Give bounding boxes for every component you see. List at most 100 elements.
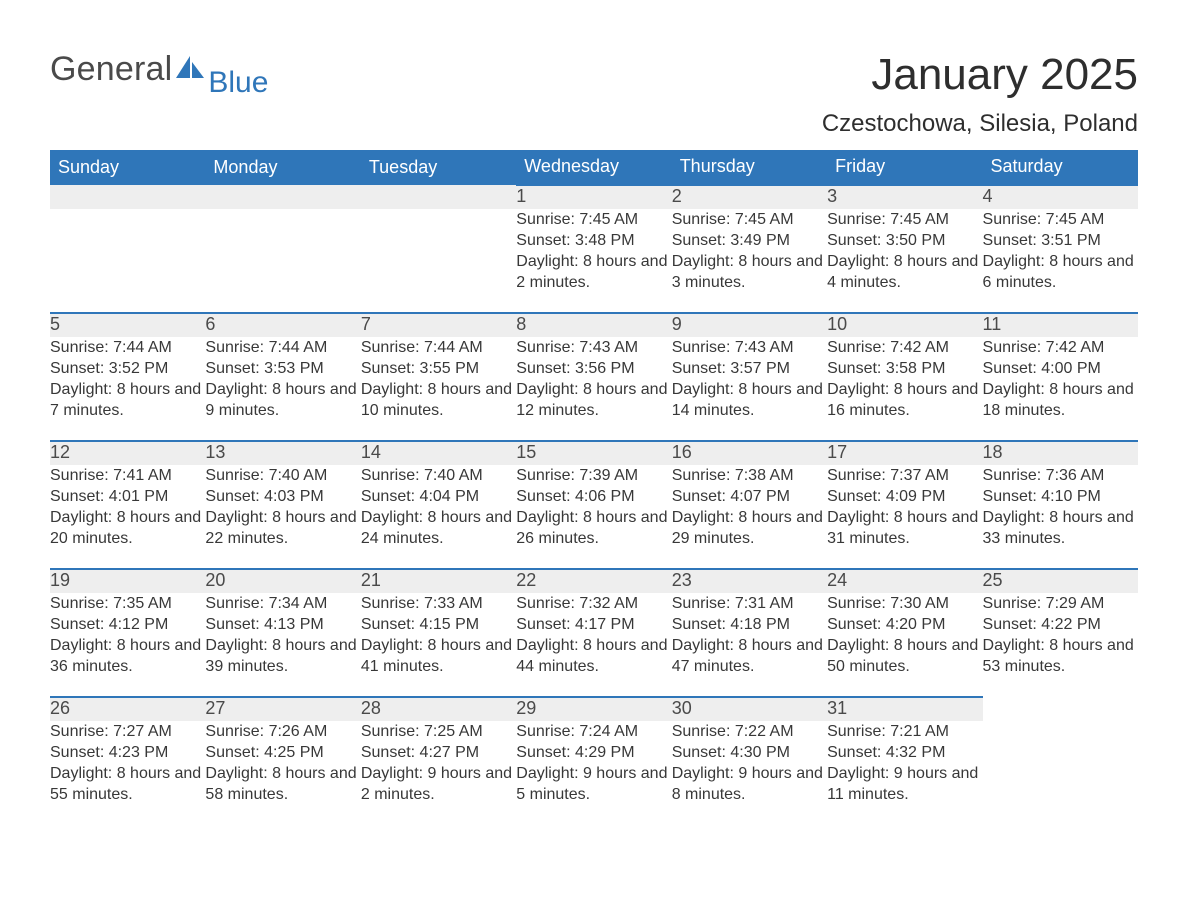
day-content-cell: Sunrise: 7:37 AMSunset: 4:09 PMDaylight:… [827, 465, 982, 569]
day-content-cell: Sunrise: 7:34 AMSunset: 4:13 PMDaylight:… [205, 593, 360, 697]
day-number-cell: 29 [516, 697, 671, 721]
sunrise-line: Sunrise: 7:26 AM [205, 721, 360, 742]
daylight-line: Daylight: 8 hours and 50 minutes. [827, 635, 982, 677]
day-content-cell: Sunrise: 7:25 AMSunset: 4:27 PMDaylight:… [361, 721, 516, 825]
sunrise-line: Sunrise: 7:33 AM [361, 593, 516, 614]
day-content-cell: Sunrise: 7:32 AMSunset: 4:17 PMDaylight:… [516, 593, 671, 697]
day-number-cell: 9 [672, 313, 827, 337]
sunset-line: Sunset: 3:50 PM [827, 230, 982, 251]
day-content-cell: Sunrise: 7:35 AMSunset: 4:12 PMDaylight:… [50, 593, 205, 697]
calendar-page: General Blue January 2025 Czestochowa, S… [0, 0, 1188, 855]
day-content-cell: Sunrise: 7:45 AMSunset: 3:48 PMDaylight:… [516, 209, 671, 313]
sunrise-line: Sunrise: 7:40 AM [361, 465, 516, 486]
day-content-cell: Sunrise: 7:45 AMSunset: 3:49 PMDaylight:… [672, 209, 827, 313]
sunset-line: Sunset: 3:52 PM [50, 358, 205, 379]
day-content-cell: Sunrise: 7:44 AMSunset: 3:55 PMDaylight:… [361, 337, 516, 441]
sunset-line: Sunset: 4:06 PM [516, 486, 671, 507]
day-content-cell: Sunrise: 7:29 AMSunset: 4:22 PMDaylight:… [983, 593, 1138, 697]
weekday-header: Thursday [672, 150, 827, 185]
day-content-cell [983, 721, 1138, 825]
daylight-line: Daylight: 8 hours and 9 minutes. [205, 379, 360, 421]
page-header: General Blue January 2025 Czestochowa, S… [50, 50, 1138, 138]
day-number-cell: 22 [516, 569, 671, 593]
day-number-row: 1234 [50, 185, 1138, 209]
sunset-line: Sunset: 4:20 PM [827, 614, 982, 635]
sail-icon [176, 56, 206, 83]
daylight-line: Daylight: 8 hours and 33 minutes. [983, 507, 1138, 549]
sunrise-line: Sunrise: 7:45 AM [827, 209, 982, 230]
sunset-line: Sunset: 4:29 PM [516, 742, 671, 763]
day-number-cell: 11 [983, 313, 1138, 337]
weekday-header: Tuesday [361, 150, 516, 185]
sunrise-line: Sunrise: 7:44 AM [205, 337, 360, 358]
day-number-cell: 7 [361, 313, 516, 337]
sunset-line: Sunset: 4:13 PM [205, 614, 360, 635]
daylight-line: Daylight: 8 hours and 55 minutes. [50, 763, 205, 805]
day-number-cell: 31 [827, 697, 982, 721]
day-number-cell: 26 [50, 697, 205, 721]
title-block: January 2025 Czestochowa, Silesia, Polan… [822, 50, 1138, 138]
day-number-cell [50, 185, 205, 209]
sunset-line: Sunset: 4:12 PM [50, 614, 205, 635]
sunrise-line: Sunrise: 7:32 AM [516, 593, 671, 614]
day-number-cell: 4 [983, 185, 1138, 209]
day-number-cell: 15 [516, 441, 671, 465]
sunrise-line: Sunrise: 7:45 AM [672, 209, 827, 230]
day-number-row: 567891011 [50, 313, 1138, 337]
sunset-line: Sunset: 4:01 PM [50, 486, 205, 507]
sunset-line: Sunset: 4:27 PM [361, 742, 516, 763]
sunrise-line: Sunrise: 7:29 AM [983, 593, 1138, 614]
day-content-cell: Sunrise: 7:44 AMSunset: 3:52 PMDaylight:… [50, 337, 205, 441]
day-content-cell [205, 209, 360, 313]
page-subtitle: Czestochowa, Silesia, Poland [822, 110, 1138, 138]
sunrise-line: Sunrise: 7:35 AM [50, 593, 205, 614]
day-number-cell: 10 [827, 313, 982, 337]
daylight-line: Daylight: 8 hours and 26 minutes. [516, 507, 671, 549]
day-content-cell [361, 209, 516, 313]
daylight-line: Daylight: 8 hours and 2 minutes. [516, 251, 671, 293]
sunset-line: Sunset: 4:17 PM [516, 614, 671, 635]
day-number-cell [983, 697, 1138, 721]
day-number-cell: 23 [672, 569, 827, 593]
weekday-header: Friday [827, 150, 982, 185]
day-content-cell: Sunrise: 7:41 AMSunset: 4:01 PMDaylight:… [50, 465, 205, 569]
daylight-line: Daylight: 8 hours and 24 minutes. [361, 507, 516, 549]
brand-logo: General Blue [50, 50, 268, 89]
daylight-line: Daylight: 8 hours and 14 minutes. [672, 379, 827, 421]
day-content-cell: Sunrise: 7:40 AMSunset: 4:03 PMDaylight:… [205, 465, 360, 569]
day-number-cell: 14 [361, 441, 516, 465]
sunrise-line: Sunrise: 7:43 AM [672, 337, 827, 358]
day-content-cell: Sunrise: 7:30 AMSunset: 4:20 PMDaylight:… [827, 593, 982, 697]
daylight-line: Daylight: 9 hours and 5 minutes. [516, 763, 671, 805]
sunrise-line: Sunrise: 7:27 AM [50, 721, 205, 742]
day-number-row: 19202122232425 [50, 569, 1138, 593]
daylight-line: Daylight: 9 hours and 11 minutes. [827, 763, 982, 805]
day-number-cell: 21 [361, 569, 516, 593]
sunrise-line: Sunrise: 7:24 AM [516, 721, 671, 742]
day-content-row: Sunrise: 7:45 AMSunset: 3:48 PMDaylight:… [50, 209, 1138, 313]
daylight-line: Daylight: 8 hours and 44 minutes. [516, 635, 671, 677]
day-content-cell: Sunrise: 7:45 AMSunset: 3:50 PMDaylight:… [827, 209, 982, 313]
day-content-row: Sunrise: 7:35 AMSunset: 4:12 PM Daylight:… [50, 593, 1138, 697]
day-number-cell [361, 185, 516, 209]
daylight-line: Daylight: 8 hours and 3 minutes. [672, 251, 827, 293]
daylight-line: Daylight: 8 hours and 18 minutes. [983, 379, 1138, 421]
daylight-line: Daylight: 8 hours and 41 minutes. [361, 635, 516, 677]
sunset-line: Sunset: 4:22 PM [983, 614, 1138, 635]
day-number-cell [205, 185, 360, 209]
daylight-line: Daylight: 8 hours and 7 minutes. [50, 379, 205, 421]
sunrise-line: Sunrise: 7:36 AM [983, 465, 1138, 486]
sunset-line: Sunset: 4:18 PM [672, 614, 827, 635]
day-number-cell: 8 [516, 313, 671, 337]
daylight-line: Daylight: 8 hours and 16 minutes. [827, 379, 982, 421]
day-number-cell: 5 [50, 313, 205, 337]
day-number-cell: 30 [672, 697, 827, 721]
day-content-cell: Sunrise: 7:43 AMSunset: 3:57 PMDaylight:… [672, 337, 827, 441]
day-number-cell: 27 [205, 697, 360, 721]
day-content-row: Sunrise: 7:44 AMSunset: 3:52 PMDaylight:… [50, 337, 1138, 441]
sunset-line: Sunset: 3:53 PM [205, 358, 360, 379]
weekday-header: Sunday [50, 150, 205, 185]
sunrise-line: Sunrise: 7:41 AM [50, 465, 205, 486]
sunrise-line: Sunrise: 7:44 AM [50, 337, 205, 358]
sunset-line: Sunset: 4:09 PM [827, 486, 982, 507]
